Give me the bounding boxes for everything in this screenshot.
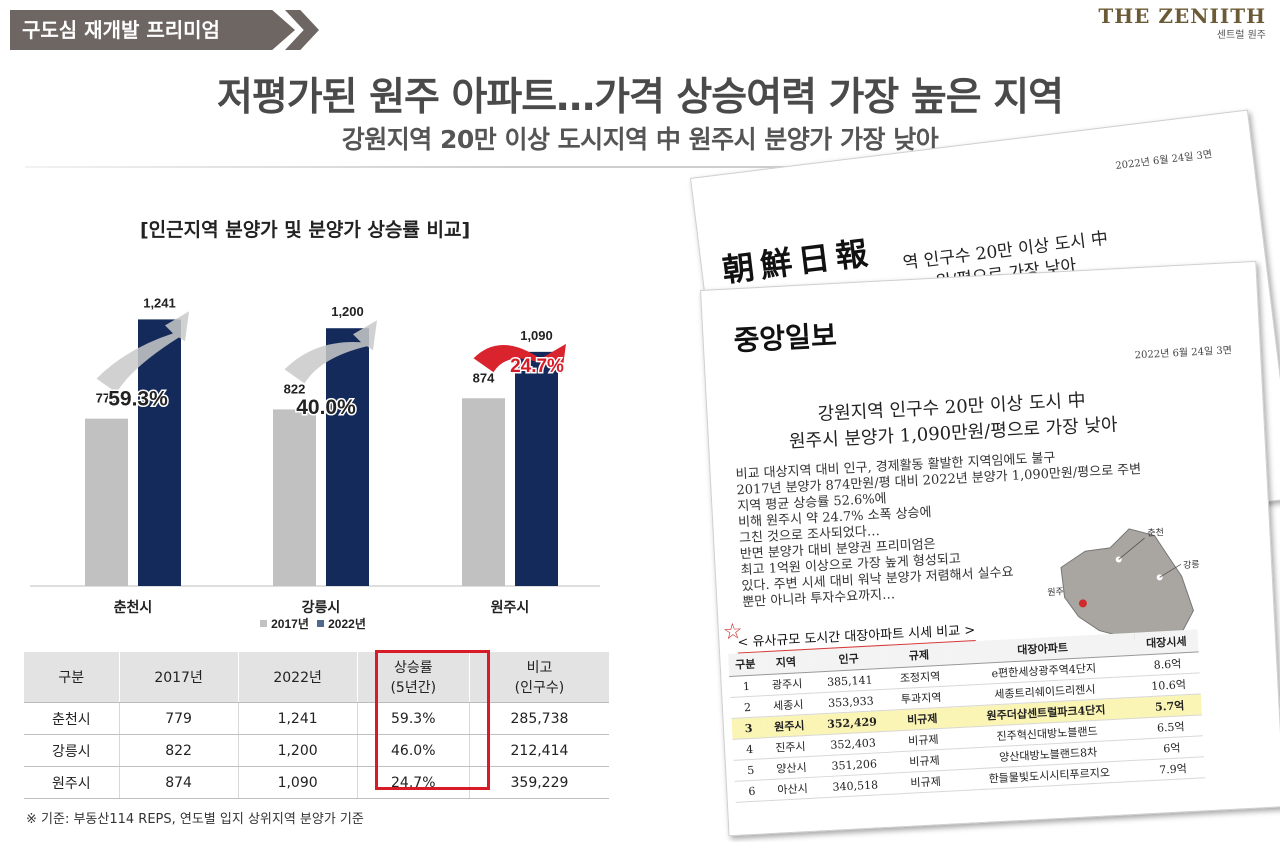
value-label-2017-1: 822 — [284, 381, 306, 396]
bar-2017-1 — [273, 409, 316, 586]
price-bar-chart: 779 1,241 59.3% 춘천시 822 1,200 40.0% 강릉시 874 1,090… — [30, 295, 600, 631]
bar-2022-2 — [515, 351, 558, 586]
wonju-marker — [1078, 599, 1087, 608]
comparison-header-cell: 2017년 — [118, 652, 239, 703]
comparison-header-cell: 2022년 — [237, 652, 358, 703]
legend-label-2017: 2017년 — [271, 617, 309, 631]
news-table-cell: 비규제 — [893, 769, 958, 795]
table-cell: 원주시 — [24, 766, 120, 799]
news-table-cell: 4 — [732, 737, 767, 761]
growth-label-0: 59.3% — [108, 387, 168, 410]
news-header-cell: 구분 — [728, 652, 763, 677]
header-divider — [25, 166, 1225, 168]
growth-highlight-box — [375, 650, 490, 790]
table-row: 춘천시 779 1,241 59.3% 285,738 — [24, 702, 609, 735]
joongang-date: 2022년 6월 24일 3면 — [1134, 345, 1233, 362]
growth-label-2: 24.7% — [510, 356, 564, 377]
joongang-clipping: 중앙일보 2022년 6월 24일 3면 강원지역 인구수 20만 이상 도시 … — [700, 260, 1280, 837]
table-cell: 359,229 — [468, 766, 609, 799]
table-cell: 874 — [118, 766, 239, 799]
table-cell: 285,738 — [468, 702, 609, 735]
legend-swatch-2022 — [317, 620, 324, 627]
news-table-cell: 진주시 — [765, 735, 816, 759]
bar-2022-1 — [326, 328, 369, 586]
growth-arrow-1 — [284, 320, 377, 384]
footnote: ※ 기준: 부동산114 REPS, 연도별 입지 상위지역 분양가 기준 — [26, 812, 364, 827]
news-table-cell: 아산시 — [767, 777, 818, 801]
value-label-2017-2: 874 — [473, 370, 495, 385]
growth-arrow-0 — [96, 311, 189, 393]
news-header-cell: 대장시세 — [1134, 629, 1199, 656]
brand-logo: THE ZENIITH 센트럴 원주 — [1098, 4, 1266, 41]
table-cell: 822 — [118, 734, 239, 767]
gangwon-region-shape — [1060, 528, 1194, 647]
news-table-cell: 3 — [731, 716, 766, 740]
comparison-table-body: 춘천시 779 1,241 59.3% 285,738 강릉시 822 1,200 46.0% 2… — [24, 702, 609, 799]
news-header-cell: 규제 — [886, 642, 952, 669]
growth-arrow-2 — [473, 343, 566, 374]
news-header-cell: 지역 — [761, 649, 811, 675]
table-row: 강릉시 822 1,200 46.0% 212,414 — [24, 734, 609, 767]
value-label-2022-2: 1,090 — [520, 328, 553, 343]
news-table-cell: 광주시 — [762, 672, 812, 696]
news-table-cell: 5 — [733, 758, 768, 782]
legend-swatch-2017 — [260, 620, 267, 627]
growth-label-1: 40.0% — [296, 396, 356, 419]
chuncheon-leader — [1118, 537, 1145, 560]
news-table-cell: 7.9억 — [1140, 756, 1206, 782]
bar-2017-2 — [462, 398, 505, 586]
page-title: 저평가된 원주 아파트…가격 상승여력 가장 높은 지역 — [217, 75, 1064, 120]
table-cell: 779 — [118, 702, 239, 735]
news-table-cell: 세종시 — [763, 693, 813, 717]
map-label-chuncheon: 춘천 — [1147, 527, 1164, 538]
comparison-table-header: 구분 2017년 2022년 상승률 (5년간) 비고 (인구수) — [24, 652, 609, 703]
news-table-cell: 6 — [734, 779, 770, 803]
chart-title: [인근지역 분양가 및 분양가 상승률 비교] — [140, 219, 471, 241]
table-row: 원주시 874 1,090 24.7% 359,229 — [24, 766, 609, 799]
news-table-cell: 340,518 — [816, 773, 895, 799]
table-cell: 212,414 — [468, 734, 609, 767]
news-table-cell: 1 — [729, 674, 764, 698]
joongang-masthead: 중앙일보 — [732, 318, 838, 358]
table-cell: 1,241 — [237, 702, 358, 735]
value-label-2022-0: 1,241 — [143, 295, 176, 310]
table-cell: 1,200 — [237, 734, 358, 767]
joongang-table-body: 1 광주시 385,141 조정지역 e편한세상광주역4단지 8.6억 2 세종시 353,93… — [729, 651, 1206, 803]
gangneung-marker — [1156, 574, 1163, 581]
map-label-gangneung: 강릉 — [1183, 559, 1200, 570]
table-cell: 강릉시 — [24, 734, 120, 767]
comparison-table: 구분 2017년 2022년 상승률 (5년간) 비고 (인구수) 춘천시 779 1,24… — [24, 652, 609, 799]
value-label-2017-0: 779 — [96, 391, 118, 406]
map-label-wonju: 원주 — [1047, 586, 1064, 597]
bar-2017-0 — [85, 418, 128, 586]
section-tag: 구도심 재개발 프리미엄 — [10, 10, 295, 50]
page-subtitle: 강원지역 20만 이상 도시지역 中 원주시 분양가 가장 낮아 — [341, 125, 939, 154]
news-table-cell: 원주시 — [764, 714, 814, 738]
logo-main-text: THE ZENIITH — [1098, 4, 1266, 28]
category-label-2: 원주시 — [491, 599, 530, 615]
bar-2022-0 — [138, 319, 181, 586]
category-label-0: 춘천시 — [114, 599, 153, 615]
joongang-table: 구분 지역 인구 규제 대장아파트 대장시세 1 광주시 385,141 조정지역 e편한세상광주… — [728, 629, 1206, 803]
category-label-1: 강릉시 — [302, 599, 341, 615]
news-table-cell: 2 — [730, 695, 765, 719]
legend-label-2022: 2022년 — [328, 617, 366, 631]
comparison-header-cell: 구분 — [24, 652, 120, 703]
gangneung-leader — [1159, 563, 1182, 578]
chosun-date: 2022년 6월 24일 3면 — [1114, 149, 1213, 173]
news-table-cell: 양산시 — [766, 756, 817, 780]
value-label-2022-1: 1,200 — [331, 304, 364, 319]
comparison-header-cell: 비고 (인구수) — [468, 652, 609, 703]
table-cell: 춘천시 — [24, 702, 120, 735]
gangwon-map: 춘천 강릉 원주 — [1047, 527, 1200, 647]
logo-sub-text: 센트럴 원주 — [1216, 30, 1266, 41]
table-cell: 1,090 — [237, 766, 358, 799]
